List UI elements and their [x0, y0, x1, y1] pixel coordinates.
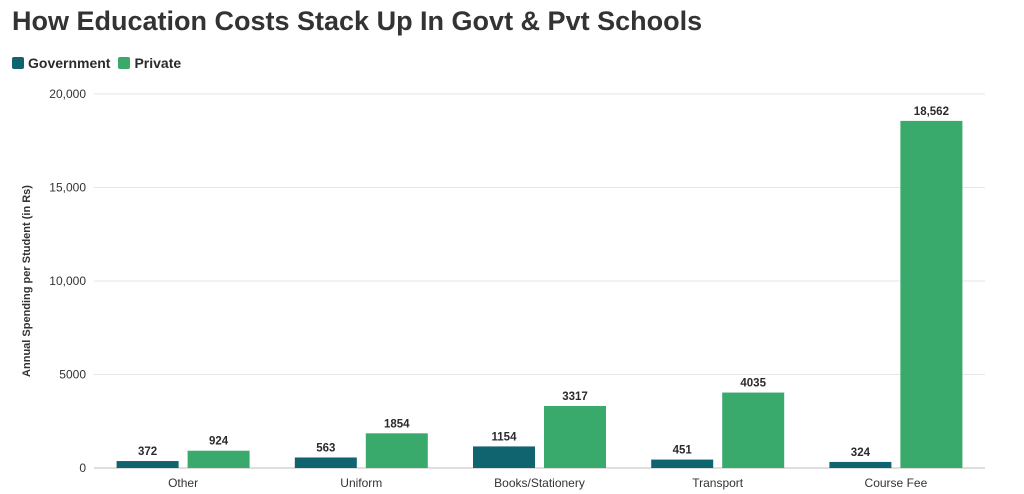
data-label: 3317 [562, 391, 588, 403]
y-tick-label: 0 [79, 461, 86, 475]
legend-label-government: Government [28, 55, 111, 71]
legend: Government Private [12, 55, 189, 71]
data-label: 1154 [492, 431, 518, 443]
legend-label-private: Private [134, 55, 182, 71]
legend-item-government[interactable]: Government [12, 55, 110, 71]
bar-private [365, 433, 428, 468]
data-label: 372 [138, 446, 157, 458]
category-label: Transport [692, 476, 744, 490]
y-axis-title: Annual Spending per Student (in Rs) [21, 185, 33, 377]
y-tick-label: 10,000 [49, 274, 86, 288]
y-tick-label: 15,000 [49, 181, 86, 195]
bar-government [473, 446, 535, 468]
category-label: Other [168, 476, 198, 490]
data-label: 451 [673, 445, 693, 457]
chart-title: How Education Costs Stack Up In Govt & P… [12, 6, 703, 36]
y-tick-label: 20,000 [49, 87, 86, 101]
bar-private [722, 392, 785, 468]
category-label: Books/Stationery [494, 476, 585, 490]
category-label: Uniform [340, 476, 382, 490]
legend-swatch-government [12, 57, 24, 69]
data-label: 1854 [384, 418, 410, 430]
data-label: 563 [316, 442, 335, 454]
category-label: Course Fee [865, 476, 928, 490]
data-label: 18,562 [914, 106, 949, 118]
bar-government [116, 461, 179, 468]
bar-government [294, 457, 357, 468]
legend-swatch-private [118, 57, 131, 69]
data-label: 4035 [740, 378, 766, 390]
legend-item-private[interactable]: Private [118, 55, 181, 71]
data-label: 324 [851, 447, 871, 459]
bar-private [187, 450, 250, 468]
bar-private [900, 120, 963, 469]
bar-government [829, 461, 892, 468]
data-label: 924 [209, 436, 229, 448]
bar-government [651, 459, 714, 468]
bar-private [544, 405, 606, 468]
y-tick-label: 5000 [59, 368, 86, 382]
